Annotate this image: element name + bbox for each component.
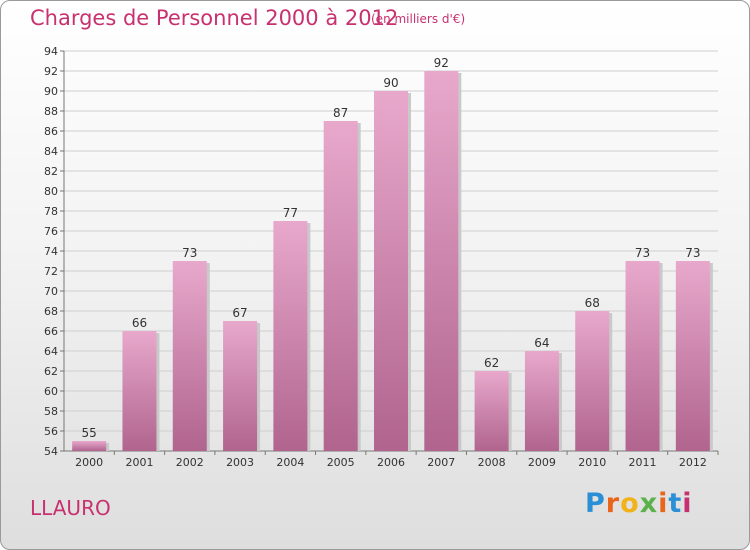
- y-tick-label: 82: [44, 165, 58, 178]
- logo-letter: i: [658, 488, 669, 519]
- x-tick-label: 2011: [629, 456, 657, 469]
- y-tick-label: 90: [44, 85, 58, 98]
- bar: [625, 261, 660, 451]
- x-tick-label: 2012: [679, 456, 707, 469]
- bar: [172, 261, 207, 451]
- x-tick-label: 2000: [75, 456, 103, 469]
- y-tick-label: 84: [44, 145, 58, 158]
- y-tick-label: 74: [44, 245, 58, 258]
- bar: [223, 321, 258, 451]
- x-tick-label: 2005: [327, 456, 355, 469]
- y-tick-label: 88: [44, 105, 58, 118]
- bar: [474, 371, 509, 451]
- bar: [575, 311, 610, 451]
- bar: [675, 261, 710, 451]
- data-label: 77: [283, 206, 298, 220]
- y-tick-label: 92: [44, 65, 58, 78]
- data-label: 87: [333, 106, 348, 120]
- commune-name: LLAURO: [30, 496, 111, 520]
- y-tick-label: 62: [44, 365, 58, 378]
- bar: [122, 331, 157, 451]
- x-tick-label: 2009: [528, 456, 556, 469]
- logo-letter: r: [605, 488, 621, 519]
- logo-letter: x: [639, 488, 659, 519]
- y-tick-label: 78: [44, 205, 58, 218]
- data-label: 90: [383, 76, 398, 90]
- y-tick-label: 94: [44, 45, 58, 58]
- y-tick-label: 66: [44, 325, 58, 338]
- y-tick-label: 80: [44, 185, 58, 198]
- bar: [273, 221, 308, 451]
- bar: [524, 351, 559, 451]
- bar: [323, 121, 358, 451]
- bar: [72, 441, 107, 451]
- x-tick-label: 2001: [125, 456, 153, 469]
- bar: [374, 91, 408, 451]
- x-tick-label: 2002: [176, 456, 204, 469]
- bar: [424, 71, 459, 451]
- data-label: 55: [82, 426, 97, 440]
- y-tick-label: 54: [44, 445, 58, 458]
- logo-letter: o: [620, 488, 640, 519]
- data-label: 64: [534, 336, 549, 350]
- x-tick-label: 2003: [226, 456, 254, 469]
- y-tick-label: 86: [44, 125, 58, 138]
- chart-title: Charges de Personnel 2000 à 2012: [30, 6, 399, 30]
- x-tick-label: 2010: [578, 456, 606, 469]
- data-label: 73: [685, 246, 700, 260]
- y-tick-label: 72: [44, 265, 58, 278]
- data-label: 73: [635, 246, 650, 260]
- data-label: 62: [484, 356, 499, 370]
- data-label: 67: [232, 306, 247, 320]
- x-tick-label: 2008: [478, 456, 506, 469]
- y-tick-label: 58: [44, 405, 58, 418]
- x-tick-label: 2006: [377, 456, 405, 469]
- y-tick-label: 60: [44, 385, 58, 398]
- logo-letter: i: [682, 488, 693, 519]
- y-tick-label: 56: [44, 425, 58, 438]
- data-label: 66: [132, 316, 147, 330]
- data-label: 92: [434, 56, 449, 70]
- logo-letter: t: [668, 488, 683, 519]
- y-tick-label: 76: [44, 225, 58, 238]
- data-label: 73: [182, 246, 197, 260]
- y-tick-label: 64: [44, 345, 58, 358]
- y-tick-label: 68: [44, 305, 58, 318]
- proxiti-logo[interactable]: Proxiti: [585, 488, 693, 519]
- logo-letter: P: [585, 488, 606, 519]
- y-tick-label: 70: [44, 285, 58, 298]
- x-tick-label: 2007: [427, 456, 455, 469]
- data-label: 68: [585, 296, 600, 310]
- chart-unit: (en milliers d'€): [371, 12, 466, 26]
- x-tick-label: 2004: [276, 456, 304, 469]
